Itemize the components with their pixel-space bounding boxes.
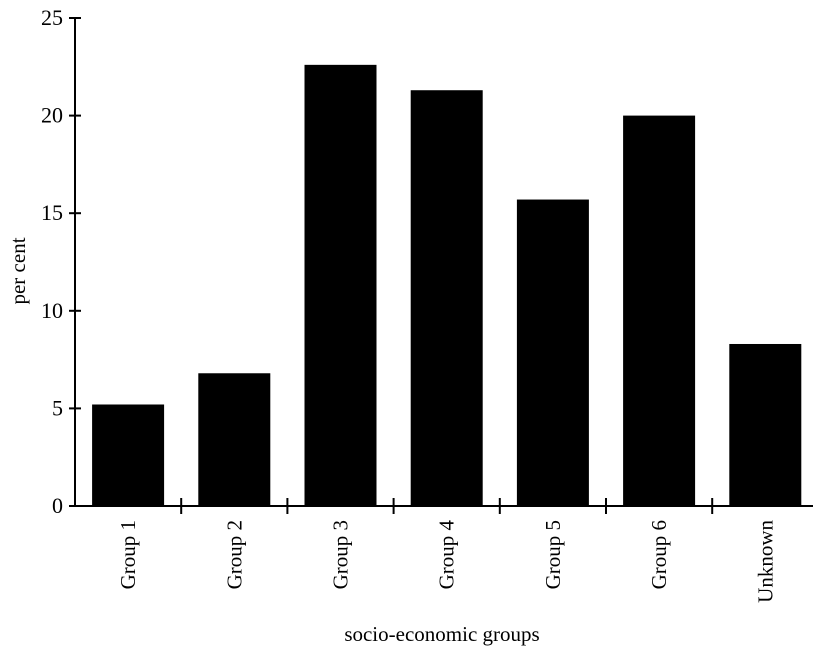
y-ticks-group: 0 5 10 15 20 25 bbox=[41, 5, 81, 518]
y-tick-label: 0 bbox=[52, 493, 63, 518]
x-labels-group: Group 1 Group 2 Group 3 Group 4 Group 5 Group… bbox=[116, 520, 777, 603]
y-tick-label: 25 bbox=[41, 5, 63, 30]
y-axis-label: per cent bbox=[6, 237, 30, 304]
bar-group-6 bbox=[623, 115, 696, 506]
bar-group-3 bbox=[304, 64, 377, 507]
y-tick-label: 10 bbox=[41, 298, 63, 323]
x-category-label: Group 5 bbox=[541, 520, 565, 589]
bar-unknown bbox=[729, 343, 802, 506]
bar-group-1 bbox=[92, 404, 165, 506]
bar-group-5 bbox=[516, 199, 589, 506]
x-axis-label: socio-economic groups bbox=[344, 622, 539, 646]
y-tick-label: 20 bbox=[41, 103, 63, 128]
x-category-label: Group 3 bbox=[329, 520, 353, 589]
y-tick-label: 15 bbox=[41, 200, 63, 225]
x-category-label: Group 6 bbox=[647, 520, 671, 589]
x-category-label: Group 4 bbox=[435, 520, 459, 590]
bar-group-2 bbox=[198, 373, 271, 506]
y-tick-label: 5 bbox=[52, 395, 63, 420]
x-category-label: Group 1 bbox=[116, 520, 140, 589]
x-category-label: Group 2 bbox=[222, 520, 246, 589]
bar-group-4 bbox=[410, 90, 483, 506]
x-category-label: Unknown bbox=[753, 520, 777, 603]
bars-group bbox=[92, 64, 802, 507]
x-ticks-group bbox=[180, 498, 714, 514]
